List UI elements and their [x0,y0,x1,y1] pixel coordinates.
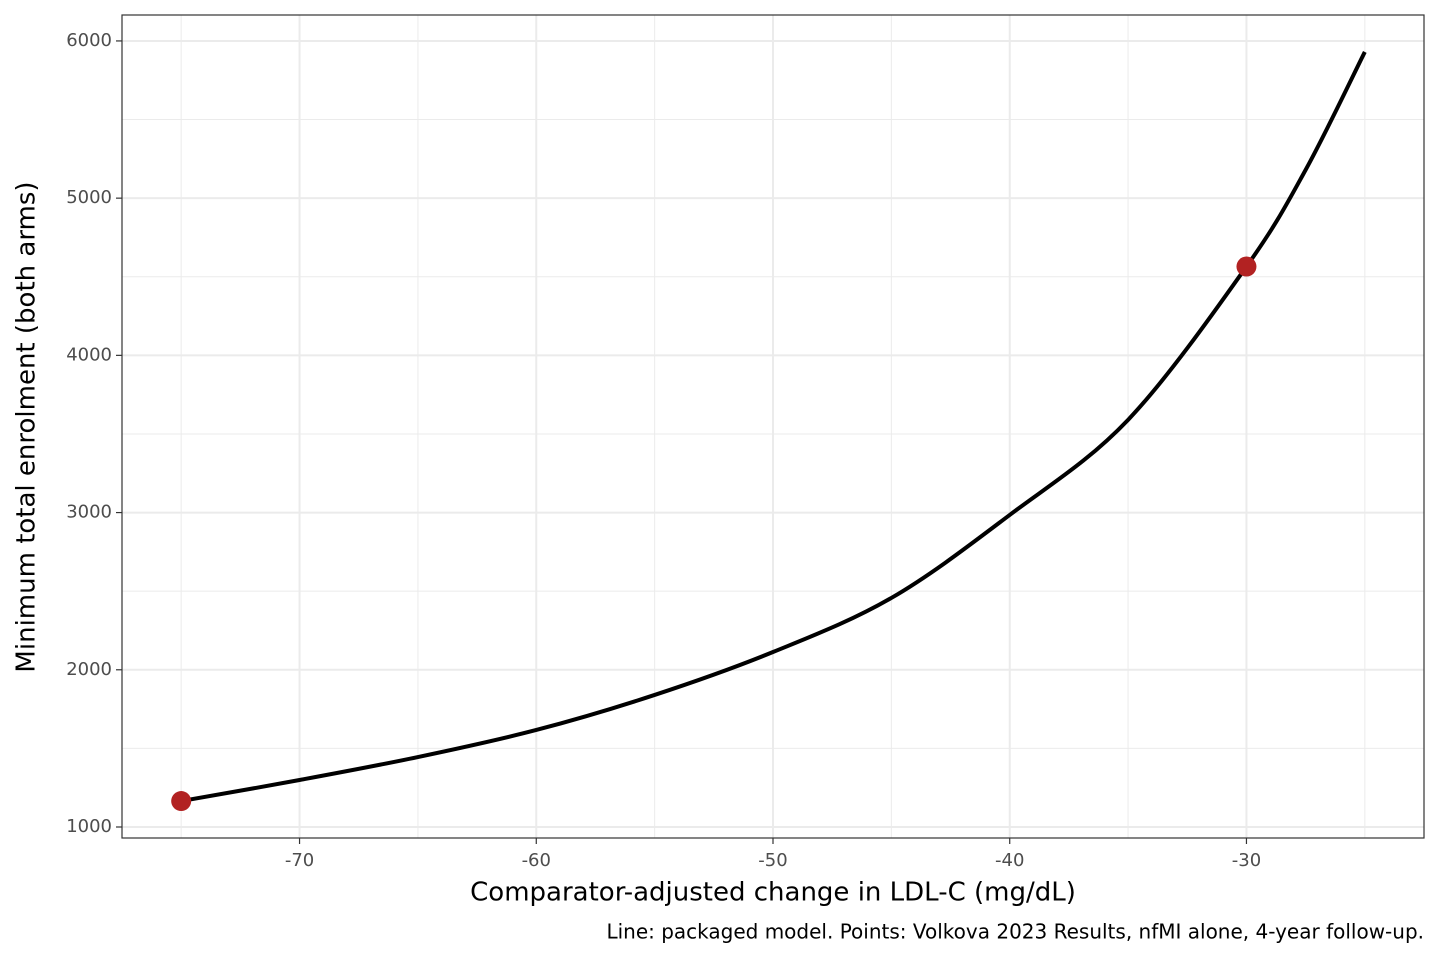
x-tick-label: -40 [995,850,1024,871]
point [171,791,192,812]
y-tick-label: 3000 [66,502,112,523]
y-tick-label: 5000 [66,187,112,208]
x-axis-title: Comparator-adjusted change in LDL-C (mg/… [470,878,1076,908]
y-tick-label: 4000 [66,344,112,365]
y-tick-label: 2000 [66,659,112,680]
point [1236,256,1257,277]
y-tick-label: 6000 [66,30,112,51]
x-tick-label: -60 [522,850,551,871]
panel-border [121,14,1425,839]
y-axis-title: Minimum total enrolment (both arms) [12,181,42,672]
x-tick-label: -70 [285,850,314,871]
caption: Line: packaged model. Points: Volkova 20… [606,920,1424,944]
y-tick-label: 1000 [66,816,112,837]
x-tick-label: -50 [758,850,787,871]
x-tick-label: -30 [1232,850,1261,871]
